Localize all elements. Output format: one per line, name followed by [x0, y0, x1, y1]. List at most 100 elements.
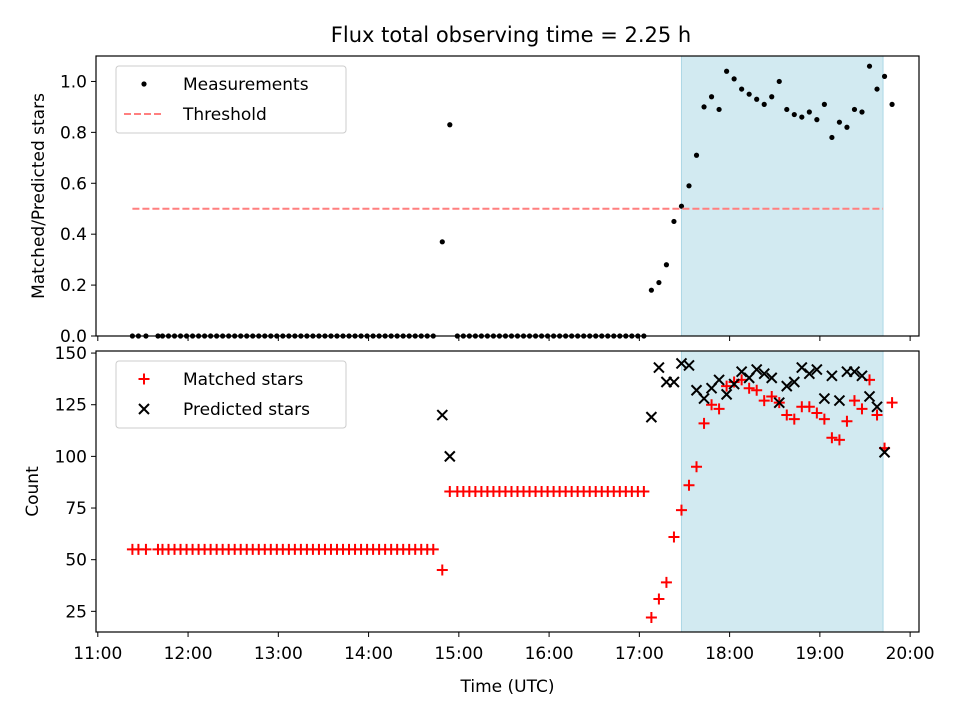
- measurement-point: [836, 119, 843, 125]
- measurement-point: [814, 117, 820, 123]
- matched-star-point: [698, 417, 710, 429]
- y-tick-label: 150: [55, 344, 87, 364]
- matched-star-point: [691, 461, 703, 473]
- predicted-star-point: [818, 392, 831, 405]
- measurement-point: [761, 101, 767, 107]
- x-tick-label: 18:00: [705, 644, 754, 664]
- predicted-star-point: [720, 388, 733, 401]
- matched-star-point: [826, 432, 838, 444]
- measurement-point: [716, 106, 722, 113]
- x-axis-label: Time (UTC): [460, 677, 555, 697]
- predicted-star-point: [766, 372, 778, 384]
- measurement-point: [686, 183, 692, 189]
- matched-star-point: [645, 612, 657, 624]
- legend-box: [115, 65, 347, 134]
- y-tick-label: 75: [65, 499, 87, 519]
- measurement-point: [724, 68, 730, 74]
- measurement-point: [829, 134, 835, 141]
- matched-star-point: [758, 395, 770, 407]
- y-tick-label: 0.8: [60, 123, 87, 143]
- predicted-star-point: [750, 363, 763, 376]
- measurement-point: [791, 111, 797, 118]
- x-tick-label: 16:00: [525, 644, 574, 664]
- matched-star-point: [436, 564, 448, 576]
- measurement-point: [784, 106, 790, 113]
- predicted-star-point: [668, 376, 680, 388]
- legend-x-icon: [138, 403, 150, 415]
- measurement-point: [874, 86, 880, 92]
- y-tick-label: 0.6: [60, 174, 87, 194]
- legend-plus-icon: [138, 373, 150, 385]
- x-tick-label: 15:00: [434, 644, 483, 664]
- matched-star-point: [743, 382, 755, 394]
- predicted-star-point: [826, 370, 838, 382]
- legend-dot-icon: [141, 81, 147, 87]
- predicted-star-point: [436, 409, 448, 421]
- legend-box: [115, 360, 347, 429]
- measurement-point: [678, 203, 685, 209]
- matched-star-point: [660, 576, 672, 588]
- measurement-point: [851, 106, 858, 113]
- y-tick-label: 0.2: [60, 276, 87, 296]
- top-panel-ratio: 0.0 0.2 0.4 0.6 0.8 1.0 Matched/Predicted star…: [29, 55, 920, 347]
- measurement-point: [799, 114, 805, 120]
- matched-star-point: [856, 403, 868, 415]
- x-tick-label: 19:00: [795, 644, 844, 664]
- measurement-point: [859, 109, 865, 115]
- predicted-star-point: [878, 446, 891, 458]
- matched-star-point: [140, 543, 152, 555]
- x-tick-label: 17:00: [615, 644, 664, 664]
- y-tick-label: 125: [55, 396, 87, 416]
- matched-star-point: [803, 401, 815, 413]
- matched-star-point: [766, 390, 778, 402]
- measurement-point: [447, 122, 453, 128]
- measurement-point: [821, 101, 827, 107]
- predicted-star-point: [444, 450, 456, 463]
- measurement-point: [844, 124, 850, 130]
- matched-star-point: [638, 486, 650, 497]
- measurement-point: [769, 94, 775, 100]
- highlight-span: [680, 55, 884, 337]
- measurement-point: [708, 94, 715, 100]
- y-tick-label: 0.0: [60, 327, 87, 347]
- predicted-star-point: [653, 361, 665, 374]
- measurement-point: [746, 91, 752, 97]
- measurement-point: [866, 63, 873, 69]
- measurement-point: [889, 101, 895, 107]
- y-tick-label: 100: [55, 447, 87, 467]
- predicted-star-point: [833, 394, 846, 407]
- x-tick-label: 12:00: [164, 644, 213, 664]
- matched-star-point: [668, 531, 680, 543]
- matched-star-point: [653, 593, 665, 605]
- y-axis-label: Count: [23, 466, 43, 517]
- matched-star-point: [811, 407, 823, 419]
- predicted-star-point: [645, 411, 658, 423]
- chart-title: Flux total observing time = 2.25 h: [331, 23, 691, 47]
- y-tick-label: 0.4: [60, 225, 87, 245]
- matched-star-point: [706, 399, 718, 411]
- x-tick-label: 20:00: [886, 644, 935, 664]
- measurement-point: [701, 104, 707, 110]
- predicted-star-point: [803, 368, 816, 380]
- matched-star-point: [721, 380, 733, 392]
- predicted-star-point: [811, 363, 823, 376]
- y-tick-label: 50: [65, 551, 87, 571]
- predicted-star-point: [848, 365, 861, 378]
- predicted-star-point: [713, 374, 725, 386]
- matched-star-point: [848, 395, 860, 407]
- bottom-panel-counts: 25 50 75 100 125 150 11:00 12:00 13:00 14:00 15:00…: [23, 344, 935, 697]
- measurement-point: [656, 279, 662, 286]
- measurement-point: [731, 76, 737, 82]
- measurement-point: [671, 218, 677, 225]
- axes-frame: [95, 350, 920, 633]
- matched-star-point: [751, 384, 763, 396]
- measurement-point: [776, 78, 782, 85]
- predicted-star-point: [728, 378, 740, 390]
- x-tick-label: 13:00: [254, 644, 303, 664]
- matched-star-point: [713, 403, 725, 415]
- predicted-star-point: [871, 401, 883, 413]
- matched-star-point: [427, 543, 439, 555]
- highlight-span: [680, 350, 884, 633]
- measurement-point: [739, 86, 745, 92]
- matched-star-point: [841, 415, 853, 427]
